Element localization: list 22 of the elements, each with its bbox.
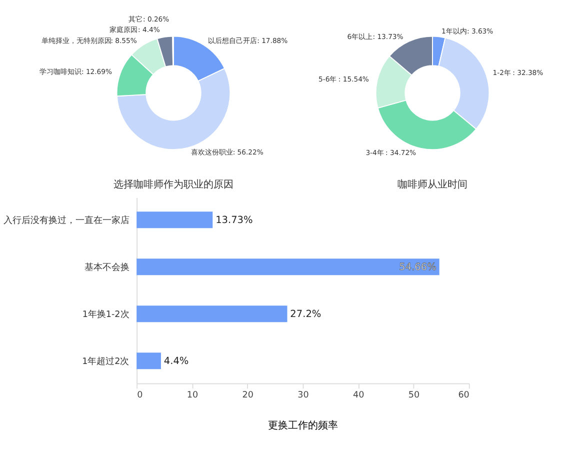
bar <box>136 352 161 370</box>
data-label: 4.4% <box>164 356 189 367</box>
y-tick-label: 1年换1-2次 <box>82 308 130 320</box>
x-tick-label: 0 <box>137 390 143 400</box>
x-tick-label: 60 <box>458 390 470 400</box>
x-tick-label: 10 <box>186 390 198 400</box>
y-tick-label: 入行后没有换过，一直在一家店 <box>3 214 130 226</box>
data-label: 27.2% <box>290 308 322 320</box>
y-tick-label: 基本不会换 <box>84 262 130 273</box>
bar <box>136 306 288 322</box>
x-tick-label: 20 <box>242 390 254 400</box>
data-label: 54.66% <box>399 262 436 273</box>
bar <box>136 212 213 228</box>
x-tick-label: 40 <box>353 390 364 400</box>
x-tick-label: 50 <box>408 390 420 400</box>
text: 选择咖啡师作为职业的原因 <box>113 178 234 191</box>
x-tick-label: 30 <box>298 390 309 400</box>
text: 咖啡师从业时间 <box>397 178 468 191</box>
y-tick-label: 1年超过2次 <box>82 356 130 367</box>
data-label: 13.73% <box>216 214 253 226</box>
x-axis-title: 更换工作的频率 <box>268 420 338 432</box>
bar <box>136 258 440 276</box>
